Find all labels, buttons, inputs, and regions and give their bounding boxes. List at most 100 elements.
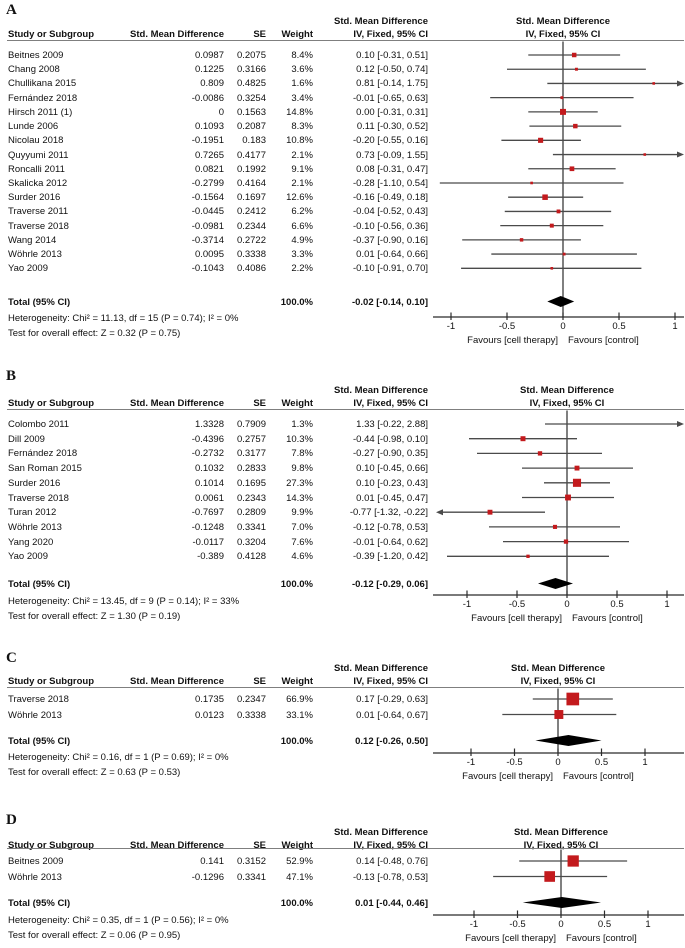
study-row-weight: 3.6% — [291, 64, 313, 76]
study-row-weight: 3.4% — [291, 92, 313, 104]
study-row-ci: 1.33 [-0.22, 2.88] — [356, 419, 428, 430]
study-row-weight: 9.9% — [291, 507, 313, 519]
study-row-ci: -0.10 [-0.56, 0.36] — [353, 220, 428, 232]
plot-effect-header-line2: IV, Fixed, 95% CI — [525, 29, 601, 40]
study-row-smd: 0.7265 — [194, 149, 224, 161]
study-row-name: Wöhrle 2013 — [8, 521, 62, 533]
total-weight: 100.0% — [280, 898, 313, 909]
study-row-smd: -0.7697 — [191, 507, 224, 519]
study-row-ci: -0.44 [-0.98, 0.10] — [353, 433, 428, 445]
effect-square — [652, 82, 656, 85]
effect-square — [538, 137, 544, 143]
ci-column-effect-header: Std. Mean Difference — [334, 827, 428, 838]
favours-right-label: Favours [control] — [563, 771, 634, 782]
effect-square — [554, 710, 564, 719]
heterogeneity-text: Heterogeneity: Chi² = 13.45, df = 9 (P =… — [8, 595, 240, 607]
header-underline — [7, 848, 684, 850]
study-row-smd: -0.2799 — [191, 177, 224, 189]
column-header-smd: Std. Mean Difference — [130, 398, 224, 409]
total-label: Total (95% CI) — [8, 579, 71, 590]
panel-label: B — [6, 368, 17, 384]
axis-tick-label: 1 — [645, 919, 651, 930]
axis-tick-label: -1 — [469, 919, 479, 930]
effect-square — [487, 509, 493, 515]
study-row-smd: 0.0987 — [194, 50, 224, 61]
study-row-ci: 0.11 [-0.30, 0.52] — [356, 121, 428, 133]
effect-square — [563, 539, 569, 544]
effect-square — [556, 209, 561, 214]
column-header-ci: IV, Fixed, 95% CI — [353, 398, 428, 409]
study-row-smd: -0.1951 — [191, 135, 224, 147]
axis-tick-label: 0.5 — [610, 599, 624, 610]
effect-square — [560, 96, 564, 100]
study-row-name: Yang 2020 — [8, 536, 54, 548]
study-row-se: 0.2757 — [236, 433, 266, 445]
study-row-se: 0.3341 — [236, 521, 266, 533]
study-row-se: 0.1697 — [236, 192, 266, 204]
study-row-smd: -0.3714 — [191, 234, 224, 246]
study-row-se: 0.3166 — [236, 64, 266, 76]
axis-tick-label: -0.5 — [506, 757, 523, 768]
study-row-weight: 8.4% — [291, 50, 313, 61]
effect-square — [571, 52, 577, 58]
study-row-ci: 0.10 [-0.45, 0.66] — [356, 463, 428, 475]
column-header-study: Study or Subgroup — [8, 676, 95, 687]
overall-effect-text: Test for overall effect: Z = 0.63 (P = 0… — [8, 766, 181, 778]
total-ci: 0.01 [-0.44, 0.46] — [355, 898, 428, 909]
study-row-smd: 0.1032 — [194, 463, 224, 475]
study-row-name: Chang 2008 — [8, 64, 60, 76]
effect-square — [573, 123, 578, 129]
study-row-name: Traverse 2011 — [8, 206, 69, 218]
favours-left-label: Favours [cell therapy] — [471, 613, 562, 624]
study-row-ci: -0.10 [-0.91, 0.70] — [353, 263, 428, 275]
study-row-weight: 14.3% — [286, 492, 313, 504]
study-row-se: 0.4177 — [236, 149, 266, 161]
study-row-ci: -0.77 [-1.32, -0.22] — [349, 507, 428, 519]
study-row-name: Roncalli 2011 — [8, 163, 65, 175]
axis-tick-label: 0.5 — [612, 321, 626, 332]
total-diamond — [547, 296, 575, 307]
column-header-study: Study or Subgroup — [8, 398, 95, 409]
study-row-name: Wöhrle 2013 — [8, 709, 62, 721]
effect-square — [542, 194, 548, 200]
study-row-name: Beitnes 2009 — [8, 856, 64, 867]
total-diamond — [538, 578, 573, 589]
effect-square — [574, 67, 578, 71]
ci-right-arrow — [677, 421, 684, 427]
study-row-name: Fernández 2018 — [8, 92, 78, 104]
axis-tick-label: -1 — [466, 757, 476, 768]
study-row-smd: -0.1564 — [191, 192, 224, 204]
study-row-name: Turan 2012 — [8, 507, 57, 519]
study-row-ci: 0.01 [-0.64, 0.67] — [356, 709, 428, 721]
column-header-se: SE — [253, 29, 266, 40]
study-row-smd: -0.1043 — [191, 263, 224, 275]
axis-tick-label: 0 — [560, 321, 566, 332]
study-row-name: Dill 2009 — [8, 433, 45, 445]
effect-square — [526, 554, 530, 558]
study-row-name: Traverse 2018 — [8, 492, 69, 504]
study-row-weight: 27.3% — [286, 477, 313, 489]
study-row-name: Traverse 2018 — [8, 220, 69, 232]
study-row-name: Colombo 2011 — [8, 419, 70, 430]
study-row-smd: -0.4396 — [191, 433, 224, 445]
total-label: Total (95% CI) — [8, 297, 71, 308]
study-row-smd: -0.0445 — [191, 206, 224, 218]
study-row-se: 0.183 — [242, 135, 266, 147]
effect-square — [519, 238, 524, 242]
study-row-ci: 0.10 [-0.31, 0.51] — [356, 50, 428, 61]
axis-tick-label: -0.5 — [508, 599, 526, 610]
axis-tick-label: -0.5 — [509, 919, 526, 930]
heterogeneity-text: Heterogeneity: Chi² = 0.16, df = 1 (P = … — [8, 751, 229, 763]
study-row-smd: 0.0061 — [194, 492, 224, 504]
study-row-ci: 0.17 [-0.29, 0.63] — [356, 694, 428, 705]
column-header-ci: IV, Fixed, 95% CI — [353, 676, 428, 687]
study-row-se: 0.2833 — [236, 463, 266, 475]
study-row-se: 0.2343 — [236, 492, 266, 504]
study-row-se: 0.2412 — [236, 206, 266, 218]
study-row-weight: 14.8% — [286, 106, 313, 118]
header-underline — [7, 687, 684, 689]
study-row-weight: 4.9% — [291, 234, 313, 246]
study-row-se: 0.3341 — [236, 871, 266, 883]
